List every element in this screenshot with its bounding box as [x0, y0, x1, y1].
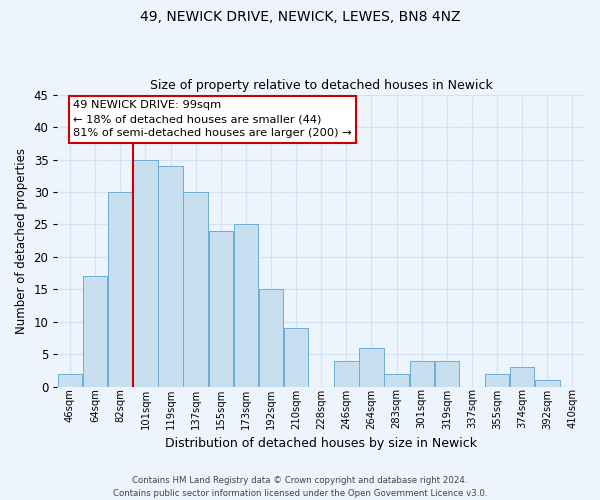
Bar [334, 361, 359, 387]
Bar [158, 166, 182, 387]
Y-axis label: Number of detached properties: Number of detached properties [15, 148, 28, 334]
Bar [233, 224, 258, 387]
Bar [410, 361, 434, 387]
Bar [359, 348, 383, 387]
Title: Size of property relative to detached houses in Newick: Size of property relative to detached ho… [150, 79, 493, 92]
Bar [385, 374, 409, 387]
Bar [133, 160, 158, 387]
Bar [259, 290, 283, 387]
Bar [434, 361, 459, 387]
X-axis label: Distribution of detached houses by size in Newick: Distribution of detached houses by size … [165, 437, 477, 450]
Bar [485, 374, 509, 387]
Bar [209, 231, 233, 387]
Bar [535, 380, 560, 387]
Bar [510, 368, 535, 387]
Bar [284, 328, 308, 387]
Bar [108, 192, 133, 387]
Bar [58, 374, 82, 387]
Bar [83, 276, 107, 387]
Text: Contains HM Land Registry data © Crown copyright and database right 2024.
Contai: Contains HM Land Registry data © Crown c… [113, 476, 487, 498]
Text: 49 NEWICK DRIVE: 99sqm
← 18% of detached houses are smaller (44)
81% of semi-det: 49 NEWICK DRIVE: 99sqm ← 18% of detached… [73, 100, 352, 138]
Text: 49, NEWICK DRIVE, NEWICK, LEWES, BN8 4NZ: 49, NEWICK DRIVE, NEWICK, LEWES, BN8 4NZ [140, 10, 460, 24]
Bar [184, 192, 208, 387]
